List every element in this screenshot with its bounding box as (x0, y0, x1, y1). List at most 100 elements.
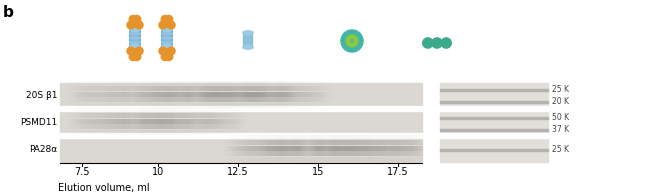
Bar (99, 119, 101, 123)
Bar (139, 81, 141, 85)
Bar (317, 140, 319, 145)
Bar (393, 151, 395, 156)
Bar (69, 81, 71, 85)
Circle shape (163, 19, 171, 27)
Bar (253, 140, 255, 145)
Bar (281, 103, 283, 107)
Bar (163, 86, 165, 91)
Bar (181, 119, 183, 123)
Bar (129, 124, 131, 129)
Bar (257, 151, 259, 156)
Bar (127, 92, 129, 97)
Bar (361, 146, 363, 151)
Bar (221, 130, 223, 135)
Bar (331, 92, 333, 97)
Bar (161, 119, 163, 123)
Bar (111, 103, 113, 107)
Bar (413, 151, 415, 156)
Bar (353, 157, 355, 161)
Bar (191, 108, 193, 113)
Bar (155, 124, 157, 129)
Bar (255, 140, 257, 145)
Bar (313, 146, 315, 151)
Bar (313, 140, 315, 145)
Bar (225, 81, 227, 85)
Bar (387, 140, 389, 145)
Bar (341, 135, 343, 139)
Bar (233, 157, 235, 161)
Bar (239, 140, 241, 145)
Bar (229, 151, 231, 156)
Bar (97, 124, 99, 129)
Bar (289, 81, 291, 85)
Bar (397, 146, 399, 151)
Bar (353, 135, 355, 139)
Bar (281, 140, 283, 145)
Bar (83, 86, 85, 91)
Bar (153, 97, 155, 102)
Bar (121, 97, 123, 102)
Bar (69, 130, 71, 135)
Bar (297, 135, 299, 139)
Bar (313, 135, 315, 139)
Bar (97, 103, 99, 107)
Bar (303, 92, 305, 97)
Bar (113, 130, 115, 135)
Bar (333, 140, 335, 145)
Circle shape (165, 53, 173, 60)
Bar (283, 151, 285, 156)
Bar (267, 135, 269, 139)
Bar (231, 119, 233, 123)
Bar (87, 92, 89, 97)
Bar (233, 86, 235, 91)
Bar (169, 92, 171, 97)
Circle shape (341, 30, 363, 52)
Bar (225, 157, 227, 161)
Bar (275, 140, 277, 145)
Bar (73, 119, 75, 123)
Bar (309, 140, 311, 145)
Bar (241, 140, 243, 145)
Bar (263, 146, 265, 151)
Bar (385, 146, 387, 151)
Bar (203, 119, 205, 123)
Bar (139, 108, 141, 113)
Bar (175, 86, 177, 91)
Bar (173, 86, 175, 91)
Bar (183, 130, 185, 135)
Bar (373, 151, 375, 156)
Bar (109, 113, 111, 118)
Bar (243, 146, 245, 151)
Bar (89, 81, 91, 85)
Bar (203, 108, 205, 113)
Bar (411, 157, 413, 161)
Bar (367, 157, 369, 161)
Bar (235, 86, 237, 91)
Bar (251, 151, 253, 156)
Bar (73, 86, 75, 91)
Bar (303, 81, 305, 85)
Bar (125, 92, 127, 97)
Bar (357, 157, 359, 161)
Bar (231, 140, 233, 145)
Bar (289, 92, 291, 97)
Bar (283, 146, 285, 151)
Bar (245, 135, 247, 139)
Bar (305, 92, 307, 97)
Bar (171, 92, 173, 97)
Bar (143, 86, 145, 91)
Bar (299, 81, 301, 85)
Bar (207, 86, 209, 91)
Bar (175, 124, 177, 129)
Bar (329, 157, 331, 161)
Bar (307, 146, 309, 151)
Bar (319, 81, 321, 85)
Bar (169, 119, 171, 123)
Bar (391, 135, 393, 139)
Bar (301, 81, 303, 85)
Bar (71, 103, 73, 107)
Bar (265, 86, 267, 91)
Bar (237, 92, 239, 97)
Circle shape (129, 15, 137, 23)
Bar (333, 146, 335, 151)
